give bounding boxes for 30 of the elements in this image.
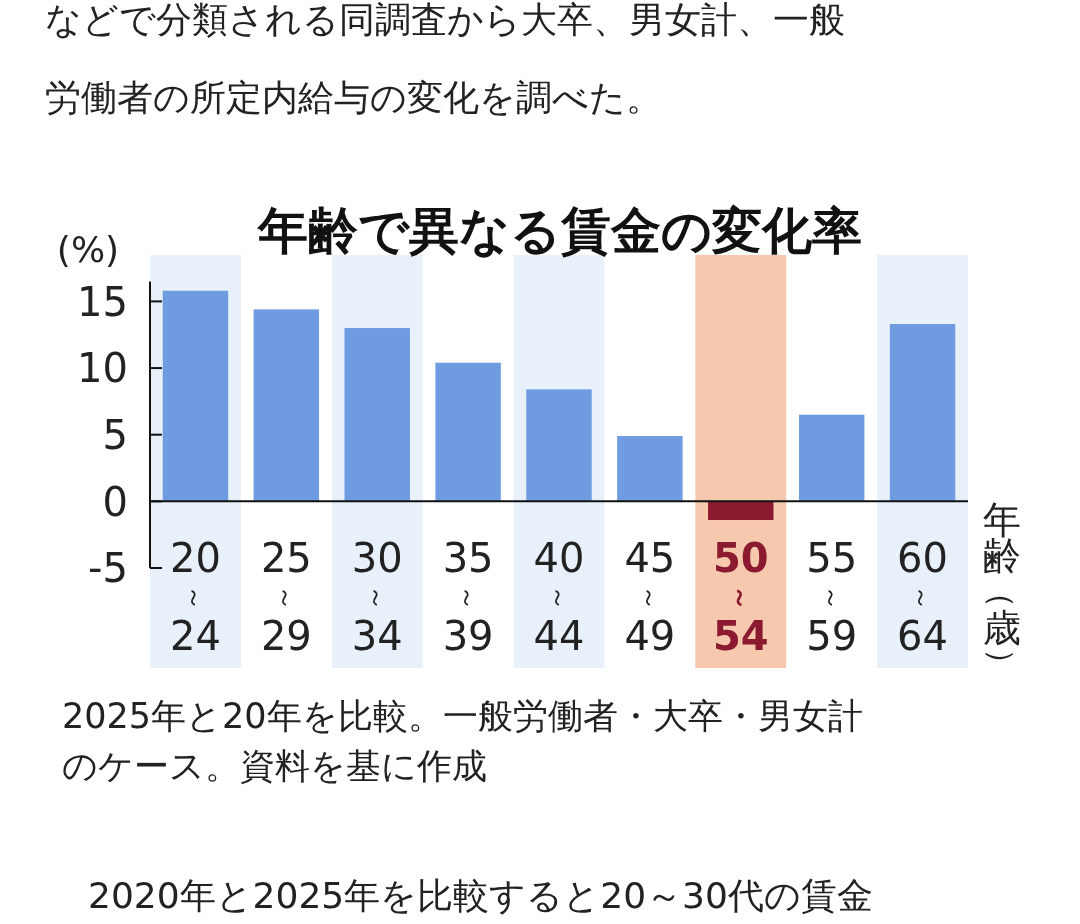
y-tick-label: 15 [77,278,128,325]
bar [162,290,229,502]
bar [253,309,320,502]
x-tick-label: 45～49 [624,535,676,659]
bar [889,324,956,502]
y-tick-label: -5 [88,545,128,592]
bar [798,414,865,502]
x-tick-label: 55～59 [806,535,858,659]
x-tick-label: 30～34 [351,535,403,659]
bar [708,501,774,521]
x-tick-label: 60～64 [897,535,949,659]
text: などで分類される同調査から大卒、男女計、一般 [45,0,845,40]
x-tick-label: 35～39 [442,535,494,659]
bar [526,389,592,502]
y-tick-label: 5 [102,412,128,459]
bar [435,362,501,502]
y-axis-title: (%) [56,229,120,270]
bar [344,328,410,502]
y-tick-label: 10 [77,345,128,392]
text: 労働者の所定内給与の変化を調べた。 [45,77,662,118]
bar [617,436,683,502]
x-tick-label: 20～24 [169,535,221,659]
x-axis-title: 年齢（歳） [982,498,1021,680]
x-tick-label: 50～54 [712,535,769,659]
y-tick-label: 0 [102,478,128,525]
x-tick-label: 25～29 [260,535,312,659]
text: 2020年と2025年を比較すると20～30代の賃金 [88,875,873,916]
text: 2025年と20年を比較。一般労働者・大卒・男女計のケース。資料を基に作成 [62,696,863,786]
chart-title: 年齢で異なる賃金の変化率 [256,202,862,260]
x-tick-label: 40～44 [533,535,585,659]
